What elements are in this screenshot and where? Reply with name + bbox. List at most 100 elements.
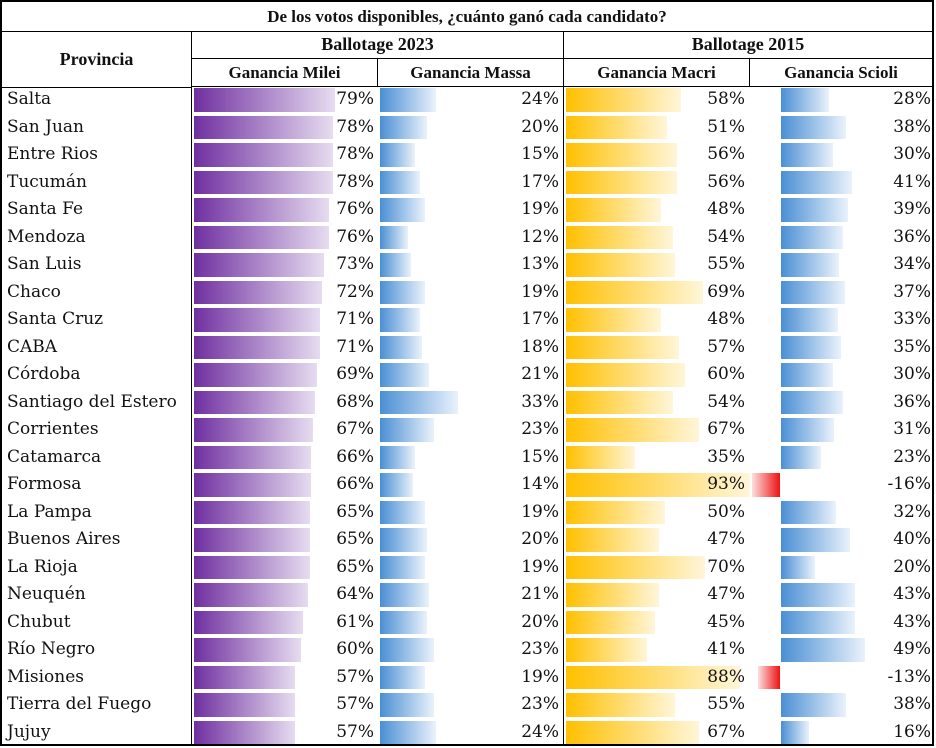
column-header-scioli: Ganancia Scioli <box>750 59 932 87</box>
milei-value: 67% <box>336 419 374 439</box>
scioli-value: 32% <box>893 501 931 522</box>
table-row: Buenos Aires 65% 20% 47% 40% <box>2 526 932 554</box>
massa-value: 23% <box>521 419 559 439</box>
massa-value: 14% <box>521 474 559 494</box>
milei-value: 66% <box>336 474 374 494</box>
macri-bar <box>566 253 675 277</box>
milei-value: 78% <box>336 116 374 137</box>
massa-value: 20% <box>521 611 559 632</box>
massa-value: 19% <box>521 556 559 577</box>
table-row: Tucumán 78% 17% 56% 41% <box>2 169 932 197</box>
provincia-label: Tierra del Fuego <box>7 694 152 714</box>
scioli-bar <box>781 583 855 607</box>
macri-value: 58% <box>707 89 745 109</box>
provincia-header: Provincia <box>2 31 192 88</box>
macri-value: 55% <box>707 254 745 274</box>
macri-bar <box>566 473 751 497</box>
milei-value: 71% <box>336 336 374 357</box>
table-row: Misiones 57% 19% 88% -13% <box>2 664 932 692</box>
milei-value: 65% <box>336 556 374 577</box>
milei-bar <box>194 555 310 579</box>
milei-bar <box>194 253 324 277</box>
macri-bar <box>566 390 673 414</box>
milei-bar <box>194 308 321 332</box>
milei-value: 76% <box>336 226 374 247</box>
scioli-value: 16% <box>893 721 931 742</box>
massa-bar <box>380 390 458 414</box>
macri-bar <box>566 445 636 469</box>
scioli-bar <box>781 418 835 442</box>
massa-bar <box>380 638 435 662</box>
scioli-bar <box>781 693 847 717</box>
macri-value: 70% <box>707 556 745 577</box>
macri-value: 56% <box>707 171 745 192</box>
provincia-label: Chubut <box>7 611 71 632</box>
scioli-bar <box>757 665 780 689</box>
milei-bar <box>194 280 323 304</box>
macri-value: 67% <box>707 721 745 742</box>
macri-bar <box>566 665 741 689</box>
macri-value: 69% <box>707 281 745 302</box>
macri-value: 88% <box>707 666 745 687</box>
scioli-value: 43% <box>893 584 931 604</box>
massa-bar <box>380 665 425 689</box>
milei-value: 78% <box>336 171 374 192</box>
massa-value: 13% <box>521 254 559 274</box>
milei-bar <box>194 638 301 662</box>
massa-value: 15% <box>521 446 559 467</box>
provincia-label: Buenos Aires <box>7 529 121 549</box>
table-row: La Pampa 65% 19% 50% 32% <box>2 499 932 527</box>
macri-value: 50% <box>707 501 745 522</box>
scioli-bar <box>781 445 821 469</box>
column-header-milei: Ganancia Milei <box>192 59 378 87</box>
provincia-label: Salta <box>7 89 52 109</box>
milei-value: 73% <box>336 254 374 274</box>
macri-bar <box>566 335 679 359</box>
column-header-macri: Ganancia Macri <box>564 59 750 87</box>
massa-bar <box>380 473 413 497</box>
macri-bar <box>566 88 681 112</box>
provincia-label: La Rioja <box>7 556 78 577</box>
scioli-bar <box>781 88 830 112</box>
macri-value: 47% <box>707 529 745 549</box>
massa-value: 20% <box>521 529 559 549</box>
macri-bar <box>566 225 673 249</box>
scioli-value: -16% <box>887 474 931 494</box>
table-title: De los votos disponibles, ¿cuánto ganó c… <box>2 2 932 32</box>
milei-value: 64% <box>336 584 374 604</box>
table-row: CABA 71% 18% 57% 35% <box>2 334 932 362</box>
scioli-bar <box>781 225 843 249</box>
massa-value: 33% <box>521 391 559 412</box>
milei-bar <box>194 170 333 194</box>
macri-bar <box>566 418 699 442</box>
scioli-value: 38% <box>893 116 931 137</box>
scioli-value: 39% <box>893 199 931 219</box>
scioli-bar <box>781 638 866 662</box>
milei-bar <box>194 665 296 689</box>
provincia-label: Córdoba <box>7 364 81 384</box>
milei-bar <box>194 583 308 607</box>
scioli-bar <box>781 115 847 139</box>
table-row: San Luis 73% 13% 55% 34% <box>2 251 932 279</box>
provincia-label: Mendoza <box>7 226 86 247</box>
macri-value: 60% <box>707 364 745 384</box>
scioli-value: 41% <box>893 171 931 192</box>
scioli-bar <box>781 253 840 277</box>
scioli-value: -13% <box>887 666 931 687</box>
massa-bar <box>380 445 416 469</box>
table-row: Río Negro 60% 23% 41% 49% <box>2 636 932 664</box>
massa-value: 21% <box>521 364 559 384</box>
table-row: San Juan 78% 20% 51% 38% <box>2 114 932 142</box>
macri-value: 57% <box>707 336 745 357</box>
macri-bar <box>566 500 665 524</box>
scioli-bar <box>781 170 852 194</box>
scioli-value: 30% <box>893 364 931 384</box>
provincia-label: Río Negro <box>7 639 96 659</box>
massa-bar <box>380 555 425 579</box>
milei-value: 61% <box>336 611 374 632</box>
scioli-bar <box>752 473 780 497</box>
macri-value: 54% <box>707 226 745 247</box>
milei-bar <box>194 528 310 552</box>
macri-bar <box>566 363 685 387</box>
scioli-value: 49% <box>893 639 931 659</box>
